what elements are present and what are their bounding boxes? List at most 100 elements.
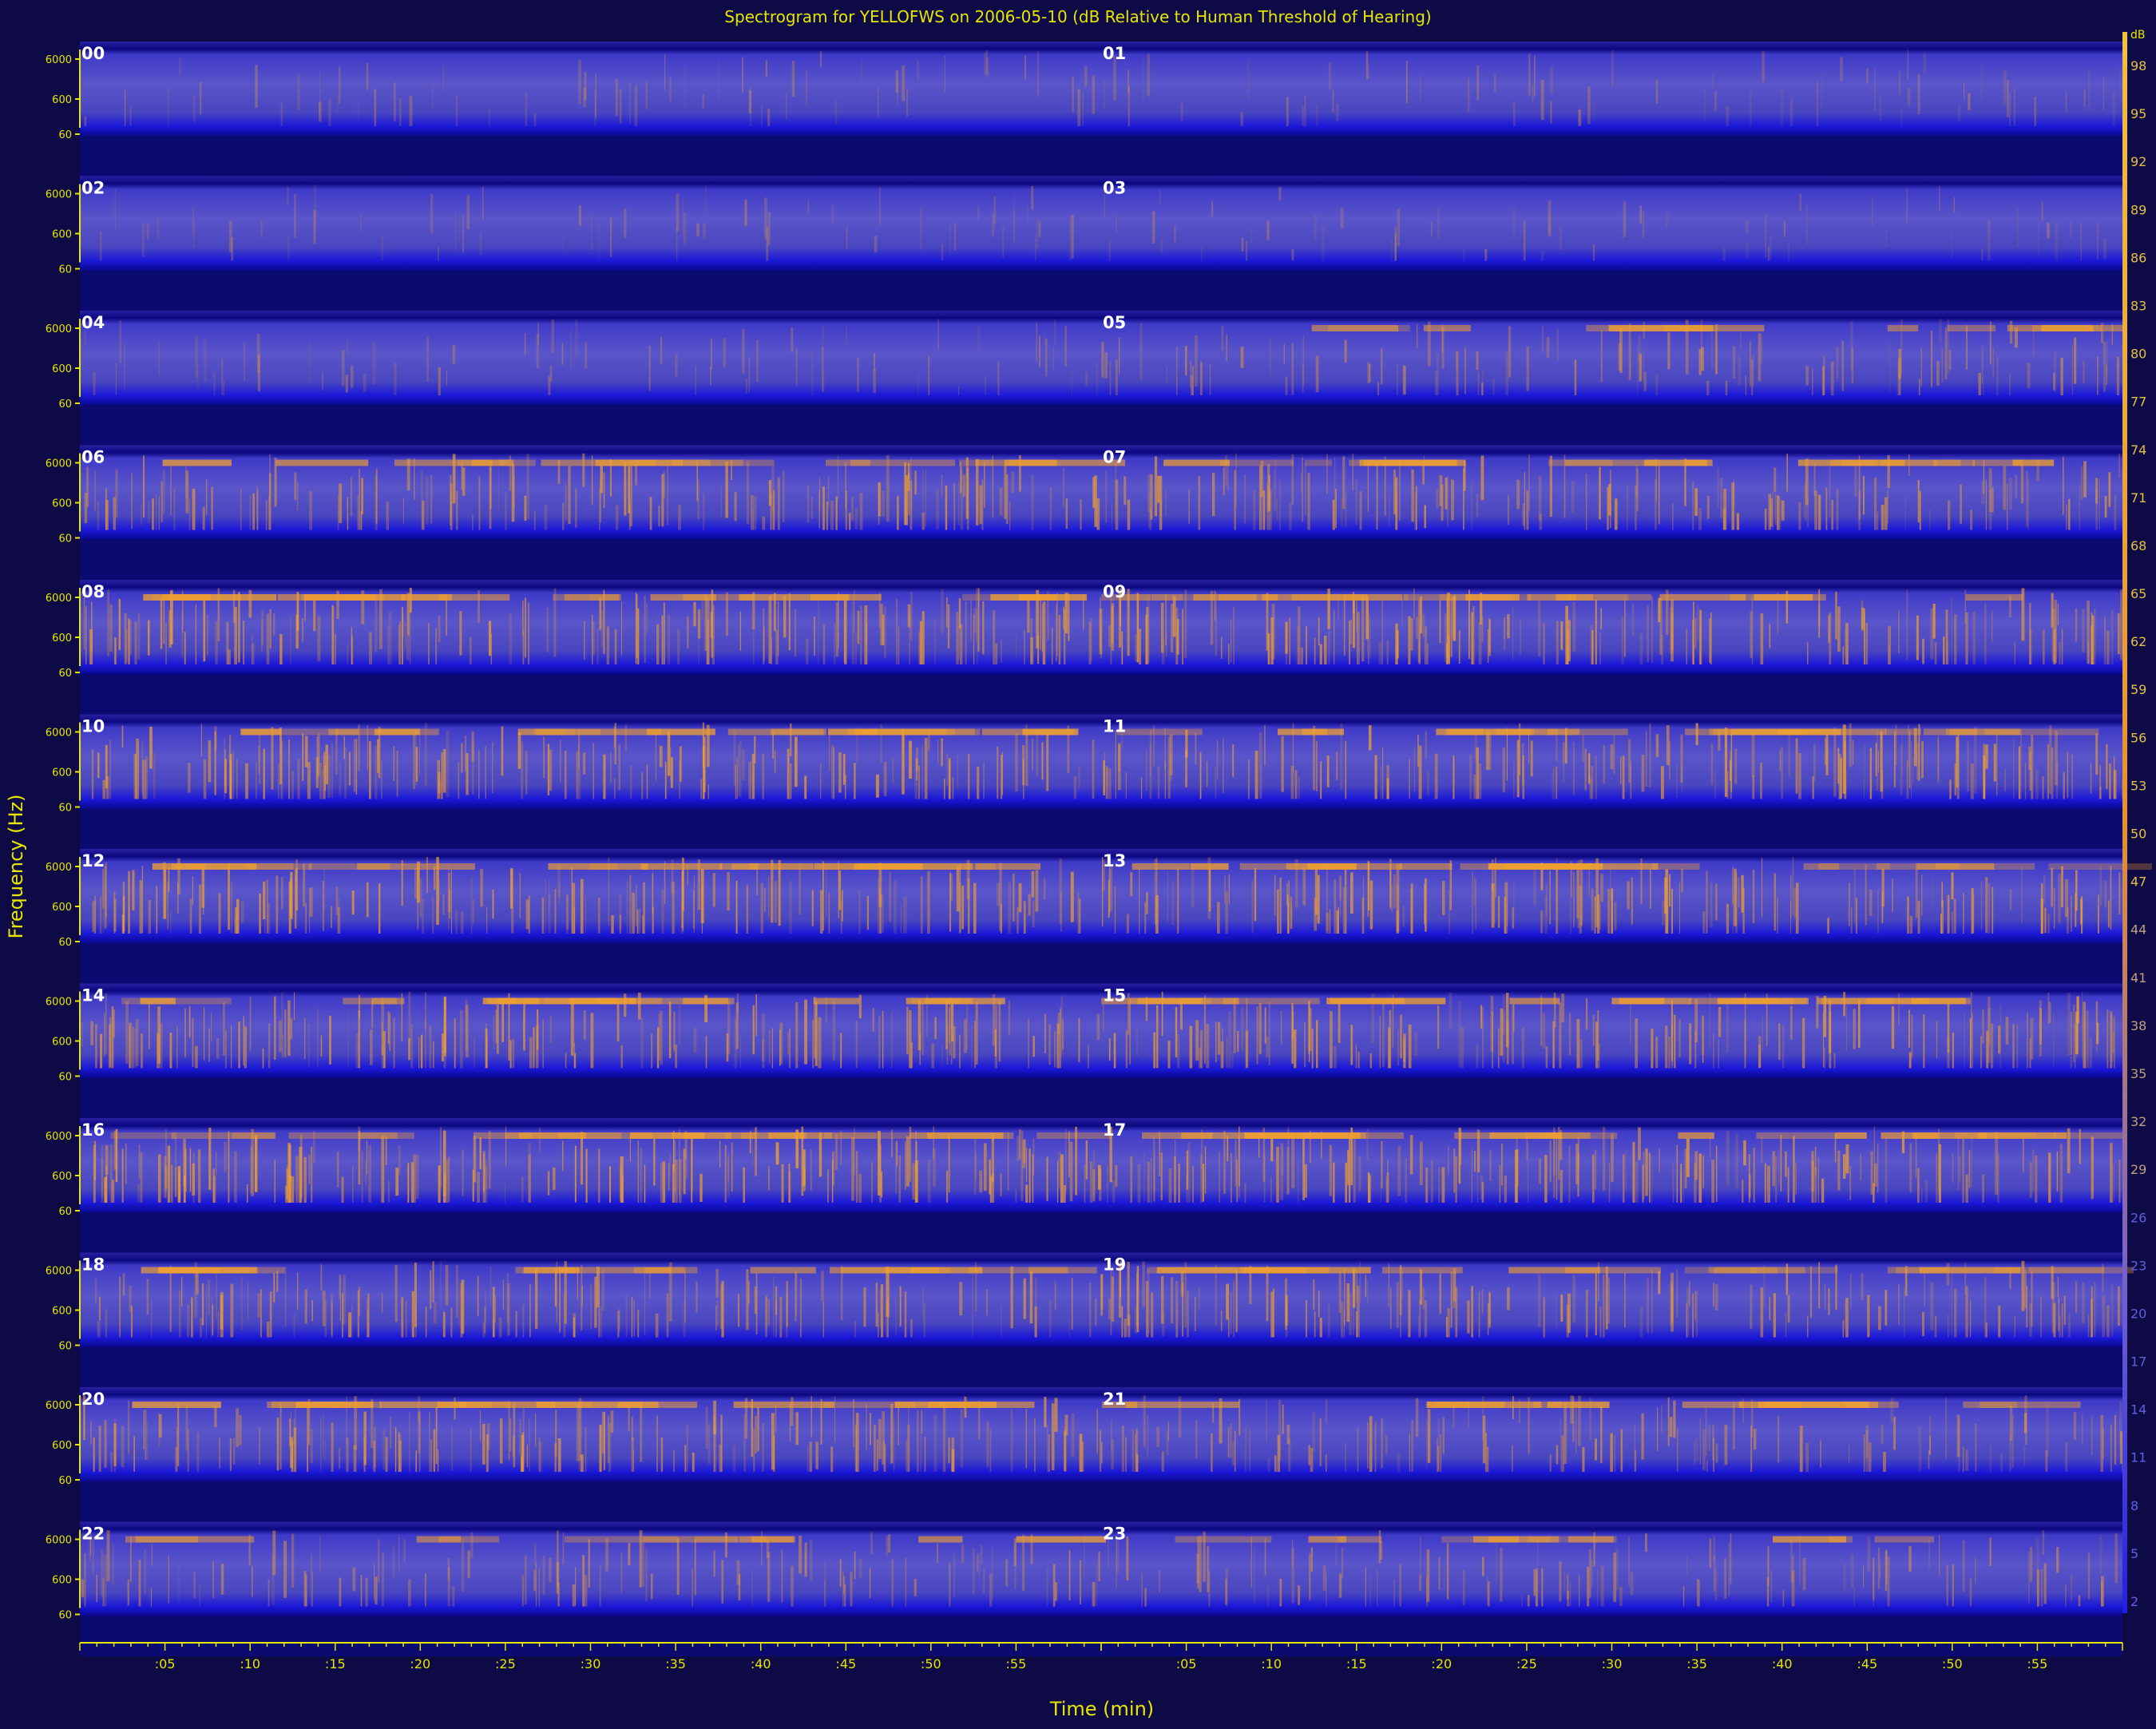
hf-band bbox=[928, 1402, 976, 1408]
activity-streak bbox=[512, 1436, 515, 1457]
activity-streak bbox=[208, 740, 212, 783]
activity-streak bbox=[2061, 1303, 2063, 1338]
activity-streak bbox=[573, 1001, 575, 1049]
activity-streak bbox=[1600, 1406, 1603, 1464]
activity-streak bbox=[234, 607, 237, 664]
activity-streak bbox=[1175, 1006, 1178, 1057]
activity-streak bbox=[1396, 863, 1400, 933]
activity-streak bbox=[156, 886, 158, 934]
activity-streak bbox=[984, 52, 986, 75]
activity-streak bbox=[1176, 629, 1178, 664]
activity-streak bbox=[536, 334, 539, 369]
activity-streak bbox=[1781, 1025, 1785, 1069]
activity-streak bbox=[1841, 757, 1843, 798]
activity-streak bbox=[1168, 1168, 1172, 1203]
activity-streak bbox=[637, 1140, 639, 1203]
activity-streak bbox=[1002, 225, 1004, 258]
activity-streak bbox=[1270, 1291, 1274, 1338]
activity-streak bbox=[2071, 754, 2073, 799]
activity-streak bbox=[1084, 1534, 1085, 1579]
activity-streak bbox=[1934, 642, 1937, 664]
activity-streak bbox=[1018, 882, 1022, 913]
activity-streak bbox=[1669, 874, 1671, 907]
activity-streak bbox=[1369, 1572, 1371, 1607]
activity-streak bbox=[519, 873, 521, 918]
activity-streak bbox=[771, 1028, 773, 1069]
time-tick-label: :15 bbox=[1346, 1656, 1367, 1671]
activity-streak bbox=[1270, 1137, 1274, 1162]
frequency-tick-label: 600 bbox=[52, 1575, 72, 1587]
activity-streak bbox=[1096, 1013, 1100, 1041]
activity-streak bbox=[1672, 1161, 1674, 1203]
activity-streak bbox=[335, 886, 339, 915]
activity-streak bbox=[656, 624, 660, 664]
activity-streak bbox=[1402, 366, 1406, 395]
activity-streak bbox=[398, 1440, 402, 1472]
activity-streak bbox=[1887, 455, 1890, 489]
time-tick-label: :20 bbox=[410, 1656, 430, 1671]
activity-streak bbox=[850, 1572, 853, 1607]
activity-streak bbox=[1967, 741, 1969, 791]
activity-streak bbox=[188, 763, 191, 793]
activity-streak bbox=[1584, 748, 1587, 791]
activity-streak bbox=[1593, 1532, 1595, 1567]
activity-streak bbox=[1540, 995, 1543, 1046]
activity-streak bbox=[1906, 589, 1908, 660]
activity-streak bbox=[1292, 723, 1294, 773]
activity-streak bbox=[2090, 763, 2092, 794]
activity-streak bbox=[599, 598, 602, 630]
activity-streak bbox=[1177, 1034, 1180, 1069]
activity-streak bbox=[125, 629, 129, 663]
activity-streak bbox=[1367, 621, 1369, 659]
activity-streak bbox=[2059, 1315, 2061, 1338]
activity-streak bbox=[309, 887, 311, 934]
activity-streak bbox=[889, 871, 891, 922]
activity-streak bbox=[2051, 748, 2054, 799]
activity-streak bbox=[462, 467, 466, 496]
activity-streak bbox=[1939, 319, 1942, 343]
activity-streak bbox=[795, 1271, 797, 1322]
activity-streak bbox=[984, 462, 985, 508]
activity-streak bbox=[1611, 1133, 1614, 1183]
activity-streak bbox=[229, 1438, 232, 1472]
activity-streak bbox=[358, 1287, 361, 1317]
activity-streak bbox=[324, 1300, 327, 1338]
activity-streak bbox=[1154, 456, 1158, 517]
hf-band bbox=[911, 1267, 983, 1274]
activity-streak bbox=[2114, 1533, 2118, 1584]
activity-streak bbox=[1174, 225, 1176, 243]
activity-streak bbox=[2009, 595, 2011, 617]
activity-streak bbox=[1877, 889, 1879, 934]
activity-streak bbox=[1137, 1164, 1141, 1203]
activity-streak bbox=[1992, 886, 1994, 934]
activity-streak bbox=[636, 910, 639, 934]
activity-streak bbox=[336, 590, 339, 619]
activity-streak bbox=[528, 602, 529, 664]
activity-streak bbox=[1833, 728, 1837, 797]
activity-streak bbox=[2102, 1428, 2104, 1459]
activity-streak bbox=[1701, 1015, 1705, 1056]
activity-streak bbox=[303, 1156, 307, 1203]
activity-streak bbox=[1102, 857, 1104, 927]
activity-streak bbox=[756, 339, 759, 382]
activity-streak bbox=[432, 1261, 434, 1303]
activity-streak bbox=[348, 751, 351, 786]
activity-streak bbox=[192, 488, 196, 530]
activity-streak bbox=[1714, 1569, 1718, 1601]
activity-streak bbox=[231, 1025, 232, 1069]
activity-streak bbox=[1100, 624, 1102, 659]
activity-streak bbox=[187, 1429, 189, 1472]
activity-streak bbox=[1110, 769, 1112, 799]
activity-streak bbox=[1408, 1024, 1412, 1069]
activity-streak bbox=[1760, 613, 1764, 664]
activity-streak bbox=[863, 1287, 866, 1327]
activity-streak bbox=[1089, 1161, 1093, 1203]
activity-streak bbox=[107, 589, 109, 656]
activity-streak bbox=[212, 1560, 214, 1599]
activity-streak bbox=[693, 875, 695, 933]
activity-streak bbox=[1291, 1548, 1295, 1604]
activity-streak bbox=[1980, 65, 1983, 100]
activity-streak bbox=[1292, 1539, 1294, 1568]
activity-streak bbox=[1427, 1409, 1431, 1463]
activity-streak bbox=[1672, 503, 1674, 530]
